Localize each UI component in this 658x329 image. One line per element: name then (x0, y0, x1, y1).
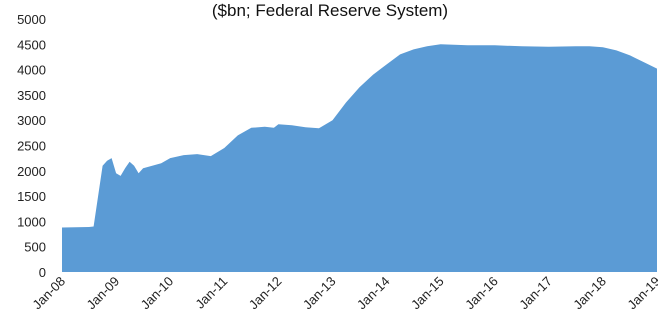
x-tick-label: Jan-16 (462, 274, 501, 313)
x-tick-label: Jan-15 (408, 274, 447, 313)
y-tick-label: 500 (24, 240, 46, 255)
y-tick-label: 1000 (17, 214, 46, 229)
y-tick-label: 4000 (17, 63, 46, 78)
chart-title: ($bn; Federal Reserve System) (212, 1, 448, 20)
y-tick-label: 5000 (17, 12, 46, 27)
y-tick-label: 4500 (17, 37, 46, 52)
x-axis-ticks: Jan-08 Jan-09 Jan-10 Jan-11 Jan-12 Jan-13 Jan-… (29, 274, 658, 313)
y-tick-label: 2000 (17, 164, 46, 179)
area-series (62, 44, 657, 272)
x-tick-label: Jan-08 (29, 274, 68, 313)
y-tick-label: 1500 (17, 189, 46, 204)
x-tick-label: Jan-14 (354, 274, 393, 313)
x-tick-label: Jan-17 (516, 274, 555, 313)
y-tick-label: 3000 (17, 113, 46, 128)
x-tick-label: Jan-09 (83, 274, 122, 313)
x-tick-label: Jan-10 (138, 274, 177, 313)
y-axis-ticks: 0 500 1000 1500 2000 2500 3000 3500 4000 4500 5000 (17, 12, 46, 280)
x-tick-label: Jan-11 (192, 274, 230, 312)
x-tick-label: Jan-13 (300, 274, 339, 313)
x-tick-label: Jan-19 (624, 274, 658, 313)
y-tick-label: 0 (39, 265, 46, 280)
plot-area (62, 44, 657, 272)
x-tick-label: Jan-18 (570, 274, 609, 313)
y-tick-label: 3500 (17, 88, 46, 103)
y-tick-label: 2500 (17, 139, 46, 154)
x-tick-label: Jan-12 (246, 274, 285, 313)
